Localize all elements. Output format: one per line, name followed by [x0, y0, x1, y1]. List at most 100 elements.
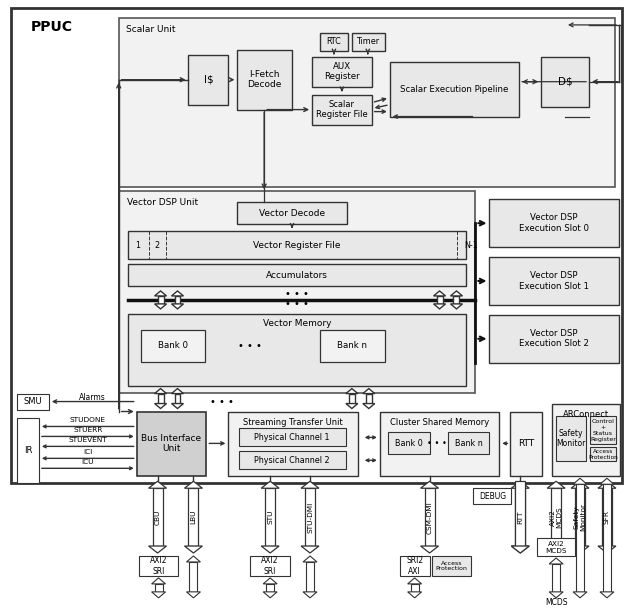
Text: Bank 0: Bank 0: [158, 341, 188, 350]
Bar: [239, 451, 346, 469]
Bar: [17, 418, 39, 483]
Bar: [11, 8, 622, 483]
Bar: [128, 264, 466, 286]
Text: AXI2
SRI: AXI2 SRI: [150, 556, 168, 576]
Bar: [551, 488, 561, 546]
Text: SFR: SFR: [604, 510, 610, 524]
Polygon shape: [421, 482, 438, 488]
Bar: [380, 412, 500, 476]
Text: • • •: • • •: [285, 299, 309, 309]
Text: CSM-DMI: CSM-DMI: [427, 501, 433, 533]
Text: RTC: RTC: [326, 37, 341, 46]
Bar: [390, 62, 519, 117]
Polygon shape: [261, 482, 279, 488]
Text: Vector Memory: Vector Memory: [263, 319, 331, 328]
Text: Bank 0: Bank 0: [395, 439, 423, 448]
Bar: [238, 50, 292, 109]
Text: Scalar Unit: Scalar Unit: [125, 25, 175, 34]
Text: STUERR: STUERR: [73, 427, 103, 434]
Polygon shape: [152, 578, 166, 584]
Bar: [175, 296, 180, 304]
Bar: [432, 556, 471, 576]
Text: DEBUG: DEBUG: [479, 492, 506, 501]
Polygon shape: [549, 592, 563, 598]
Bar: [175, 393, 180, 404]
Polygon shape: [600, 478, 614, 484]
Polygon shape: [346, 404, 358, 409]
Bar: [139, 556, 178, 576]
Bar: [128, 314, 466, 385]
Bar: [239, 429, 346, 446]
Text: PPUC: PPUC: [31, 20, 73, 34]
Bar: [265, 488, 275, 546]
Bar: [541, 57, 589, 106]
Text: MCDS: MCDS: [545, 598, 568, 607]
Text: LBU: LBU: [190, 510, 197, 524]
Text: Scalar
Register File: Scalar Register File: [316, 100, 368, 119]
Polygon shape: [571, 546, 589, 553]
Text: 1: 1: [135, 241, 140, 250]
Bar: [190, 562, 197, 592]
Text: Vector DSP
Execution Slot 1: Vector DSP Execution Slot 1: [519, 271, 589, 291]
Text: Physical Channel 2: Physical Channel 2: [255, 456, 330, 465]
Text: N-1: N-1: [464, 241, 478, 250]
Text: Vector DSP Unit: Vector DSP Unit: [127, 198, 198, 207]
Bar: [118, 18, 615, 187]
Bar: [575, 488, 585, 546]
Text: ICI: ICI: [83, 449, 93, 455]
Polygon shape: [571, 482, 589, 488]
Bar: [17, 393, 49, 410]
Bar: [603, 484, 611, 592]
Bar: [490, 257, 619, 305]
Polygon shape: [598, 482, 616, 488]
Polygon shape: [600, 592, 614, 598]
Bar: [556, 416, 586, 461]
Polygon shape: [301, 482, 319, 488]
Polygon shape: [573, 478, 587, 484]
Text: Control
+
Status
Register: Control + Status Register: [590, 420, 616, 441]
Bar: [411, 584, 418, 592]
Polygon shape: [263, 578, 277, 584]
Bar: [425, 488, 435, 546]
Bar: [490, 315, 619, 363]
Text: STUDONE: STUDONE: [70, 418, 106, 423]
Polygon shape: [598, 546, 616, 553]
Bar: [454, 296, 459, 304]
Bar: [238, 202, 347, 224]
Bar: [158, 296, 164, 304]
Text: SMU: SMU: [24, 397, 42, 406]
Bar: [515, 488, 525, 546]
Bar: [158, 393, 164, 404]
Text: STUEVENT: STUEVENT: [69, 437, 107, 443]
Bar: [118, 192, 476, 393]
Text: 2: 2: [154, 241, 159, 250]
Bar: [154, 584, 163, 592]
Text: Accumulators: Accumulators: [266, 271, 328, 280]
Polygon shape: [154, 304, 166, 309]
Bar: [437, 296, 442, 304]
Text: • • •: • • •: [238, 340, 262, 351]
Bar: [515, 482, 525, 546]
Bar: [312, 95, 372, 125]
Polygon shape: [301, 546, 319, 553]
Polygon shape: [408, 578, 421, 584]
Text: STU: STU: [267, 510, 273, 524]
Text: • • •: • • •: [210, 396, 234, 407]
Text: • • •: • • •: [285, 289, 309, 299]
Bar: [590, 416, 616, 444]
Bar: [447, 432, 490, 454]
Text: Physical Channel 1: Physical Channel 1: [255, 433, 330, 442]
Text: STU-DMI: STU-DMI: [307, 502, 313, 533]
Text: Vector DSP
Execution Slot 2: Vector DSP Execution Slot 2: [519, 329, 589, 348]
Polygon shape: [186, 556, 200, 562]
Polygon shape: [154, 404, 166, 409]
Text: AXI2
MCDS: AXI2 MCDS: [549, 506, 563, 528]
Polygon shape: [171, 304, 183, 309]
Text: ARConnect: ARConnect: [563, 410, 609, 418]
Polygon shape: [433, 304, 445, 309]
Text: ICU: ICU: [81, 459, 94, 465]
Polygon shape: [363, 404, 375, 409]
Text: CBU: CBU: [154, 510, 161, 525]
Text: Streaming Transfer Unit: Streaming Transfer Unit: [243, 418, 343, 427]
Bar: [602, 488, 612, 546]
